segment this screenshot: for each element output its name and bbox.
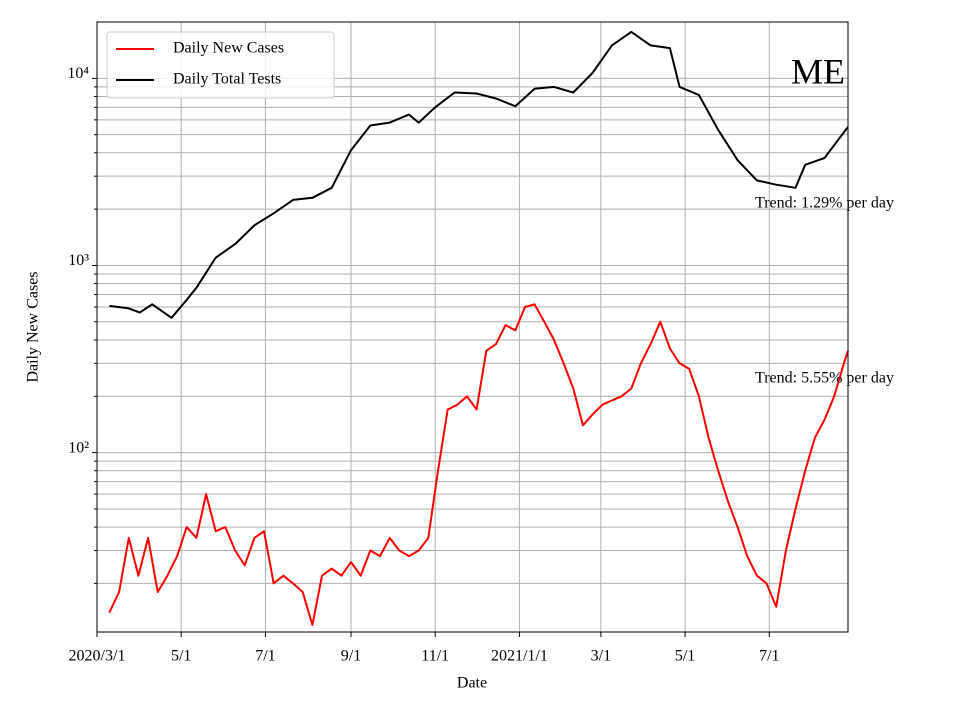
legend-box <box>106 31 335 99</box>
x-tick-label: 3/1 <box>591 648 611 665</box>
x-tick-label: 5/1 <box>171 648 191 665</box>
lines <box>108 30 849 626</box>
y-axis-label: Daily New Cases <box>25 271 42 382</box>
x-tick-label: 9/1 <box>341 648 361 665</box>
series-line <box>109 30 849 319</box>
x-tick-label: 7/1 <box>759 648 779 665</box>
legend-label: Daily New Cases <box>173 40 284 57</box>
y-tick-label: 10⁴ <box>67 65 89 82</box>
y-tick-label: 10² <box>68 439 89 456</box>
axes: 2020/3/1 5/1 7/1 9/1 11/1 2021/1/1 3/1 5/1 7/1 10… <box>67 65 779 665</box>
x-tick-label: 2020/3/1 <box>69 648 126 665</box>
trend-label: Trend: 1.29% per day <box>755 195 894 212</box>
x-tick-label: 2021/1/1 <box>491 648 548 665</box>
y-tick-label: 10³ <box>68 252 89 269</box>
x-axis-label: Date <box>457 675 487 692</box>
x-tick-label: 5/1 <box>675 648 695 665</box>
state-label: ME <box>791 51 845 91</box>
legend: Daily New Cases Daily Total Tests <box>106 31 335 99</box>
trend-label: Trend: 5.55% per day <box>755 369 894 386</box>
x-tick-label: 11/1 <box>421 648 449 665</box>
legend-label: Daily Total Tests <box>173 71 281 88</box>
series-line <box>108 303 849 626</box>
x-tick-label: 7/1 <box>255 648 275 665</box>
plot-frame <box>96 21 849 633</box>
